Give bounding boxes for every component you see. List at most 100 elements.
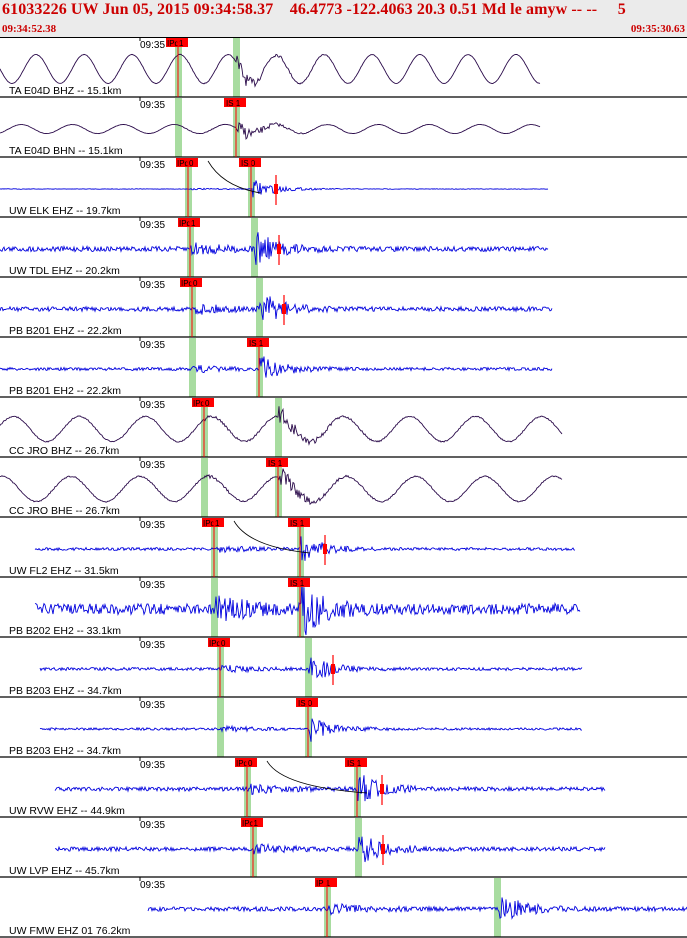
time-tick-label: 09:35 [140, 640, 165, 651]
station-label: PB B203 EH2 -- 34.7km [9, 745, 121, 757]
station-label: PB B201 EH2 -- 22.2km [9, 385, 121, 397]
waveform-trace [55, 836, 606, 863]
waveform-trace [0, 53, 541, 88]
p-window-band [211, 578, 218, 637]
p-pick-label: IPd1 [167, 39, 184, 48]
waveform-trace [0, 406, 563, 446]
p-window-band [201, 458, 208, 517]
s-window-band [251, 218, 258, 277]
waveform-trace [0, 232, 549, 265]
event-header: 61033226 UW Jun 05, 2015 09:34:58.37 46.… [0, 0, 687, 37]
waveform-trace [39, 657, 583, 679]
arrival-curve [207, 160, 262, 194]
time-tick-label: 09:35 [140, 160, 165, 171]
s-pick-flag [239, 158, 261, 167]
coda-marker-box [323, 544, 327, 554]
time-tick-label: 09:35 [140, 220, 165, 231]
p-pick-label: IPd0 [177, 159, 194, 168]
s-pick-label: IS 1 [290, 579, 305, 588]
time-tick-label: 09:35 [140, 340, 165, 351]
p-pick-flag [180, 278, 202, 287]
p-pick-flag [202, 518, 224, 527]
station-label: UW TDL EHZ -- 20.2km [9, 265, 120, 277]
s-pick-flag [288, 518, 310, 527]
station-label: UW ELK EHZ -- 19.7km [9, 205, 121, 217]
p-pick-label: IPd0 [181, 279, 198, 288]
station-label: CC JRO BHZ -- 26.7km [9, 445, 120, 457]
s-pick-flag [345, 758, 367, 767]
p-pick-flag [208, 638, 230, 647]
coda-marker-box [331, 664, 335, 674]
p-pick-flag [166, 38, 188, 47]
station-label: PB B202 EH2 -- 33.1km [9, 625, 121, 637]
station-label: UW RVW EHZ -- 44.9km [9, 805, 125, 817]
time-tick-label: 09:35 [140, 820, 165, 831]
p-pick-flag [176, 158, 198, 167]
s-window-band [305, 638, 312, 697]
p-pick-label: IPd0 [193, 399, 210, 408]
coda-marker-box [274, 184, 278, 194]
p-pick-label: IP 1 [316, 879, 331, 888]
p-window-band [217, 698, 224, 757]
p-pick-flag [192, 398, 214, 407]
time-tick-label: 09:35 [140, 400, 165, 411]
s-pick-label: IS 1 [226, 99, 241, 108]
waveform-trace [0, 122, 541, 140]
waveform-trace [147, 897, 687, 920]
arrival-curve [233, 520, 311, 554]
p-pick-label: IPd0 [236, 759, 253, 768]
waveform-trace [34, 582, 581, 636]
time-tick-label: 09:35 [140, 580, 165, 591]
station-label: UW FMW EHZ 01 76.2km [9, 925, 131, 937]
s-pick-flag [296, 698, 318, 707]
station-label: TA E04D BHZ -- 15.1km [9, 85, 122, 97]
station-label: PB B203 EHZ -- 34.7km [9, 685, 122, 697]
waveform-trace [0, 296, 553, 320]
window-end-time: 09:35:30.63 [630, 23, 685, 35]
p-pick-flag [178, 218, 200, 227]
s-window-band [233, 38, 240, 97]
time-tick-label: 09:35 [140, 280, 165, 291]
s-pick-flag [288, 578, 310, 587]
window-start-time: 09:34:52.38 [2, 23, 57, 35]
p-pick-flag [241, 818, 263, 827]
time-tick-label: 09:35 [140, 700, 165, 711]
s-pick-label: IS 1 [290, 519, 305, 528]
waveform-trace [34, 536, 576, 561]
p-pick-label: IPd0 [209, 639, 226, 648]
s-pick-label: IS 1 [347, 759, 362, 768]
s-pick-flag [266, 458, 288, 467]
time-tick-label: 09:35 [140, 460, 165, 471]
s-window-band [494, 878, 501, 937]
s-pick-label: IS 1 [249, 339, 264, 348]
waveform-trace [39, 718, 582, 742]
coda-marker-box [282, 304, 286, 314]
waveform-trace [54, 775, 606, 802]
station-label: TA E04D BHN -- 15.1km [9, 145, 123, 157]
time-tick-label: 09:35 [140, 40, 165, 51]
time-tick-label: 09:35 [140, 760, 165, 771]
p-pick-flag [235, 758, 257, 767]
p-pick-flag [315, 878, 337, 887]
time-tick-label: 09:35 [140, 100, 165, 111]
coda-marker-box [380, 784, 384, 794]
event-title: 61033226 UW Jun 05, 2015 09:34:58.37 46.… [2, 1, 626, 18]
station-label: CC JRO BHE -- 26.7km [9, 505, 120, 517]
coda-marker-box [381, 844, 385, 854]
s-pick-flag [224, 98, 246, 107]
waveform-trace [0, 468, 563, 506]
p-pick-label: IPc1 [242, 819, 259, 828]
s-pick-label: IS 0 [241, 159, 256, 168]
time-tick-label: 09:35 [140, 520, 165, 531]
s-pick-label: IS 0 [298, 699, 313, 708]
waveform-trace [0, 356, 553, 378]
station-label: UW FL2 EHZ -- 31.5km [9, 565, 119, 577]
s-pick-label: IS 1 [268, 459, 283, 468]
station-label: UW LVP EHZ -- 45.7km [9, 865, 120, 877]
p-pick-label: IPd1 [203, 519, 220, 528]
time-tick-label: 09:35 [140, 880, 165, 891]
coda-marker-box [277, 244, 281, 254]
s-window-band [275, 398, 282, 457]
arrival-curve [266, 760, 368, 794]
